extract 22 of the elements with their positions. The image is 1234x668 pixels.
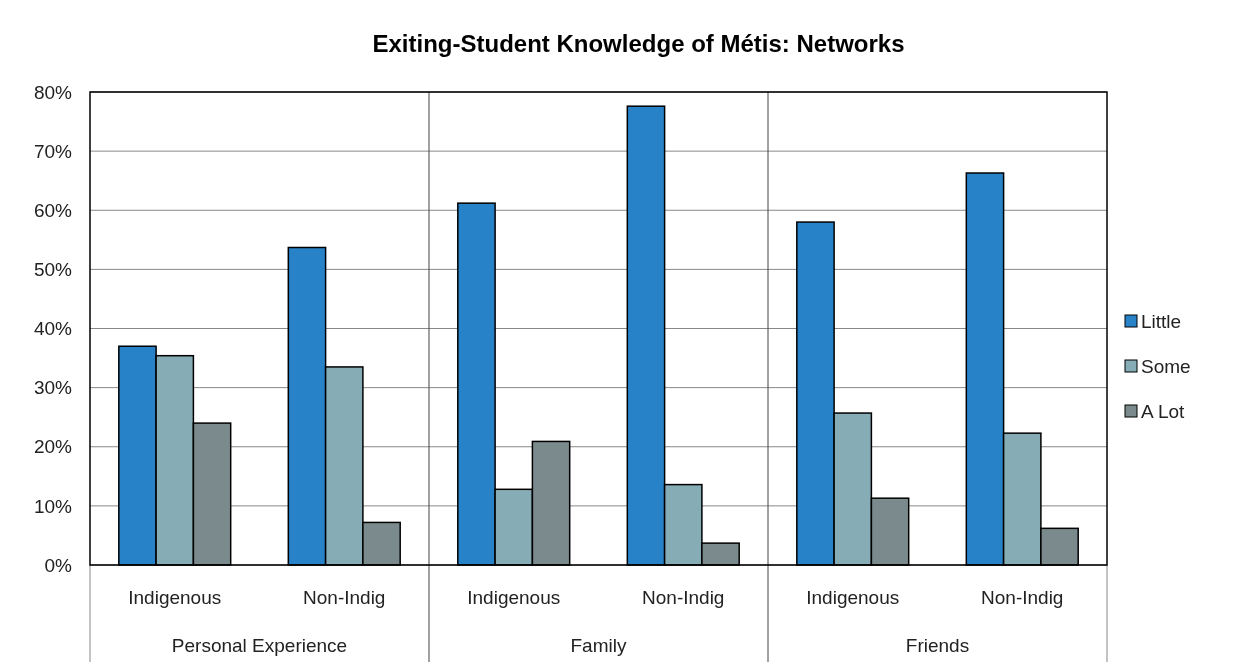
y-tick-label: 80% (33, 81, 73, 103)
x-tick-label: Indigenous (806, 587, 900, 608)
x-tick-label: Indigenous (467, 587, 561, 608)
chart-title: Exiting-Student Knowledge of Métis: Networks (372, 30, 905, 57)
y-tick-label: 30% (33, 377, 73, 399)
y-tick-label: 0% (44, 554, 73, 576)
legend-label: Some (1141, 355, 1191, 377)
x-tick-label: Indigenous (128, 587, 222, 608)
y-tick-label: 50% (33, 259, 73, 281)
legend-label: A Lot (1141, 400, 1186, 422)
text: Family (570, 635, 627, 656)
y-tick-label: 60% (33, 199, 73, 221)
text: Friends (905, 635, 970, 656)
y-tick-label: 20% (33, 436, 73, 458)
y-tick-label: 70% (33, 140, 73, 162)
y-tick-label: 40% (33, 318, 73, 340)
text: Personal Experience (171, 635, 348, 656)
legend-label: Little (1141, 310, 1182, 332)
y-tick-label: 10% (33, 495, 73, 517)
x-tick-label: Non-Indig (642, 587, 725, 608)
x-tick-label: Non-Indig (303, 587, 386, 608)
x-tick-label: Non-Indig (981, 587, 1064, 608)
